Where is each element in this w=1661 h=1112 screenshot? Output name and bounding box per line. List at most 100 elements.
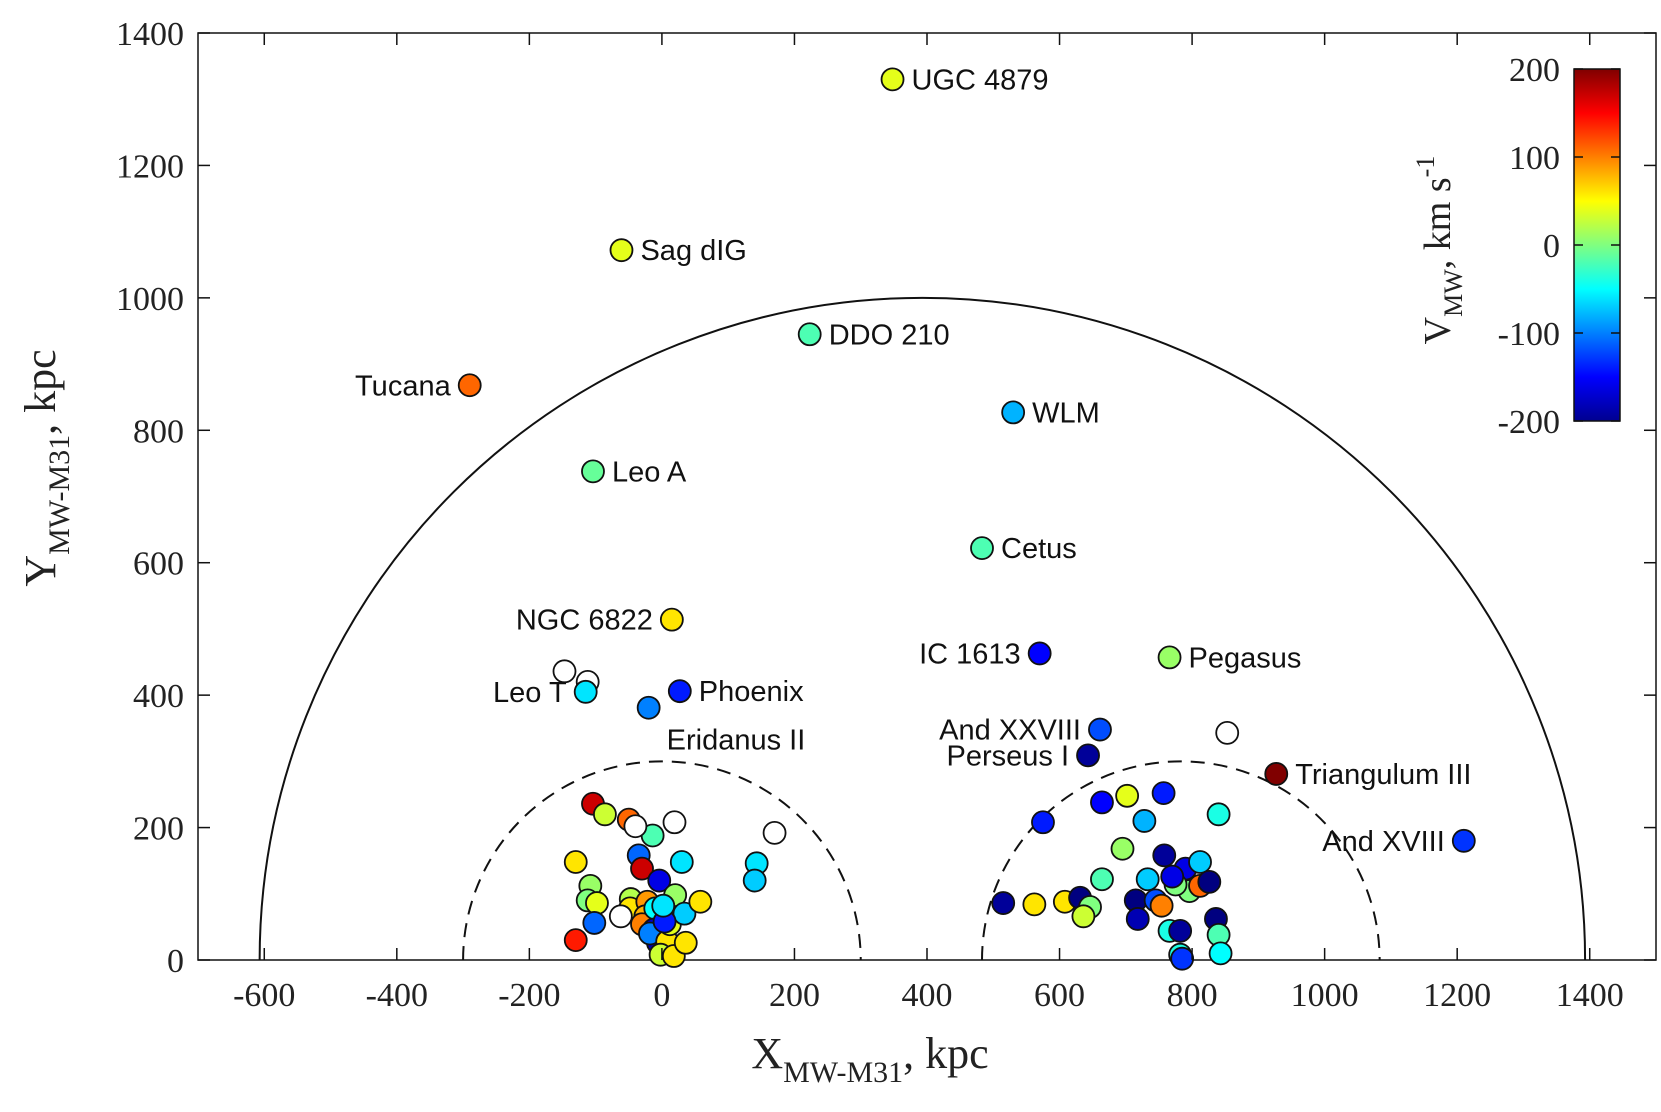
point-perseus-i <box>1076 743 1100 768</box>
data-point <box>1208 941 1233 966</box>
data-point <box>1149 893 1174 918</box>
data-point <box>1125 907 1150 931</box>
y-tick-label: 800 <box>133 413 184 450</box>
y-tick-label: 600 <box>133 546 184 583</box>
data-point <box>563 850 588 874</box>
y-axis-label: YMW-M31, kpc <box>16 349 76 586</box>
point-ugc-4879 <box>880 67 905 92</box>
data-point <box>1206 802 1231 827</box>
point-triangulum-iii <box>1264 762 1289 786</box>
open-data-point <box>662 810 687 835</box>
label-sag-dig: Sag dIG <box>640 235 746 267</box>
data-point <box>1071 904 1096 929</box>
open-data-point <box>608 904 633 929</box>
x-tick-label: 1200 <box>1423 977 1491 1014</box>
label-eridanus-ii: Eridanus II <box>667 725 806 757</box>
data-point <box>1031 810 1055 835</box>
point-ngc-6822 <box>659 607 684 632</box>
point-labels: UGC 4879 Sag dIG DDO 210 Tucana WLM Leo A Cetu… <box>355 64 1471 857</box>
point-and-xviii <box>1451 828 1476 853</box>
dashed-circle-1 <box>462 760 862 961</box>
data-point <box>1110 836 1135 861</box>
data-point <box>1115 783 1140 808</box>
open-data-point <box>623 814 648 839</box>
data-point <box>1160 864 1185 889</box>
data-point <box>593 802 617 827</box>
data-point <box>688 889 713 914</box>
data-point <box>1135 867 1160 892</box>
label-perseus-i: Perseus I <box>947 740 1070 772</box>
x-axis-label: XMW-M31, kpc <box>751 1029 988 1089</box>
label-and-xxviii: And XXVIII <box>939 715 1081 747</box>
open-data-point <box>1215 720 1240 745</box>
data-point <box>563 928 588 953</box>
colorbar-ticks: 200 100 0 -100 -200 <box>1498 52 1620 441</box>
data-point <box>582 911 607 935</box>
data-point <box>630 856 654 881</box>
label-tucana: Tucana <box>355 370 452 402</box>
x-tick-label: -400 <box>366 977 428 1014</box>
data-point <box>1152 843 1177 868</box>
point-wlm <box>1001 400 1026 425</box>
point-and-xxviii <box>1088 717 1112 742</box>
x-tick-label: 800 <box>1167 977 1218 1014</box>
point-pegasus <box>1157 645 1182 670</box>
boundary-circles <box>258 296 1587 961</box>
colorbar-tick-label: -100 <box>1498 316 1560 353</box>
dashed-circle-2 <box>981 760 1381 961</box>
point-leo-a <box>581 459 605 484</box>
point-leo-t <box>573 679 598 704</box>
label-ngc-6822: NGC 6822 <box>516 605 653 637</box>
point-ic-1613 <box>1027 641 1052 666</box>
x-tick-label: 1000 <box>1291 977 1359 1014</box>
data-point <box>1022 892 1047 917</box>
x-tick-label: 400 <box>902 977 953 1014</box>
x-tick-label: -200 <box>498 977 560 1014</box>
data-point <box>1168 918 1193 943</box>
colorbar-tick-label: 100 <box>1509 140 1560 177</box>
solid-circle-0 <box>258 296 1587 961</box>
label-phoenix: Phoenix <box>699 676 804 708</box>
data-point <box>1197 869 1222 894</box>
x-tick-label: 600 <box>1034 977 1085 1014</box>
label-leo-t: Leo T <box>493 677 567 709</box>
point-tucana <box>457 373 482 398</box>
colorbar-tick-label: 200 <box>1509 52 1560 89</box>
data-point <box>651 893 676 918</box>
colorbar-tick-label: 0 <box>1543 228 1560 265</box>
data-point <box>647 868 672 893</box>
data-point <box>1090 790 1114 815</box>
label-leo-a: Leo A <box>612 456 687 488</box>
label-ic-1613: IC 1613 <box>919 638 1021 670</box>
data-point <box>1090 867 1114 892</box>
point-cetus <box>970 536 994 561</box>
open-data-point <box>552 659 577 684</box>
colorbar-tick-label: -200 <box>1498 404 1560 441</box>
colorbar-label: VMW, km s-1 <box>1411 156 1468 345</box>
point-phoenix <box>667 679 692 704</box>
label-ugc-4879: UGC 4879 <box>912 64 1049 96</box>
y-tick-label: 0 <box>167 943 184 980</box>
y-tick-label: 1200 <box>116 148 184 185</box>
data-point <box>742 868 767 893</box>
data-point <box>1170 946 1195 971</box>
y-tick-label: 200 <box>133 811 184 848</box>
data-point <box>585 891 609 915</box>
axis-ticks: -600 -400 -200 0 200 400 600 800 1000 1200 1400020… <box>116 16 1656 1014</box>
x-tick-label: 0 <box>653 977 670 1014</box>
data-point <box>1132 809 1157 833</box>
data-point <box>669 850 694 874</box>
label-ddo-210: DDO 210 <box>829 319 950 351</box>
label-wlm: WLM <box>1032 397 1100 429</box>
x-tick-label: 200 <box>769 977 820 1014</box>
x-tick-label: -600 <box>233 977 295 1014</box>
data-points <box>457 67 1476 971</box>
point-eridanus-ii <box>636 695 661 720</box>
open-data-point <box>762 820 787 845</box>
y-tick-label: 400 <box>133 678 184 715</box>
label-triangulum-iii: Triangulum III <box>1295 759 1471 791</box>
y-tick-label: 1000 <box>116 281 184 318</box>
colorbar: 200 100 0 -100 -200 VMW, km s-1 <box>1411 52 1621 441</box>
data-point <box>991 891 1016 915</box>
